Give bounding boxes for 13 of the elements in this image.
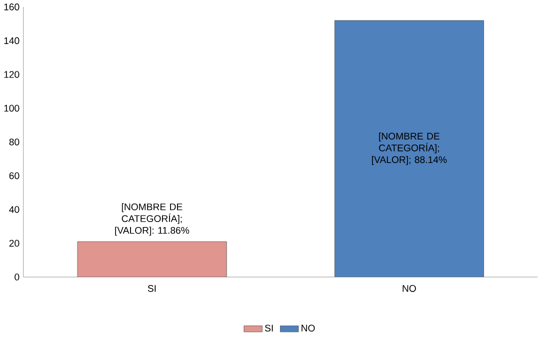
y-tick-label: 60	[9, 172, 20, 180]
annotation: [NOMBRE DE CATEGORÍA]; [VALOR]; 88.14%	[372, 132, 447, 165]
y-tick-label: 0	[14, 273, 20, 280]
y-tick-label: 140	[4, 37, 20, 44]
y-tick-label: 160	[4, 3, 20, 10]
y-tick-label: 40	[9, 206, 20, 213]
y-tick-label: 80	[9, 138, 20, 146]
legend-label: SI	[264, 324, 273, 332]
y-tick-label: 120	[4, 70, 20, 78]
y-tick-label: 100	[4, 104, 20, 112]
y-tick-label: 20	[9, 240, 20, 247]
annotation: [NOMBRE DE CATEGORÍA]; [VALOR]: 11.86%	[115, 203, 190, 236]
legend-label: NO	[302, 324, 315, 332]
